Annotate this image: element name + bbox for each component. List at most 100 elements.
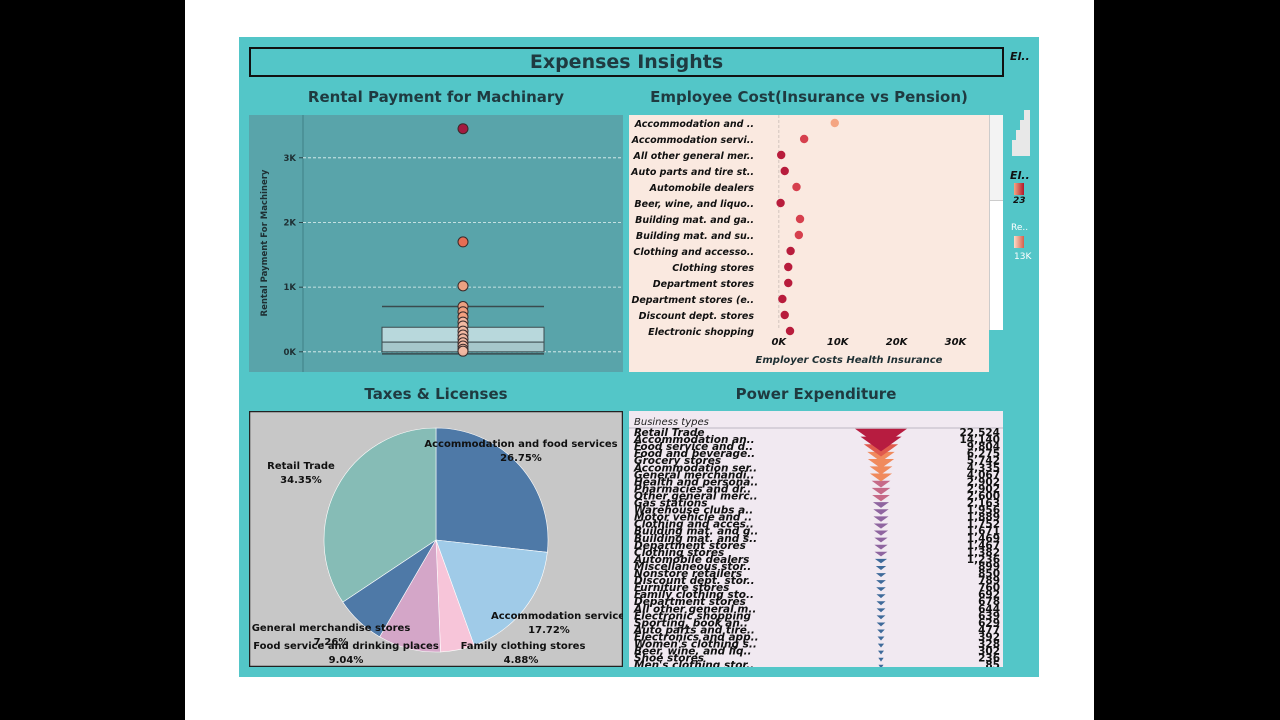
pie-value-label: 17.72%	[528, 625, 570, 636]
rental-point[interactable]	[457, 123, 469, 135]
pie-value-label: 26.75%	[500, 453, 542, 464]
power-mark[interactable]	[874, 544, 888, 550]
power-category-label: Nonstore retailers	[634, 568, 742, 580]
power-mark[interactable]	[878, 664, 884, 667]
employee-x-axis-label: Employer Costs Health Insurance	[756, 355, 943, 366]
pie-slice[interactable]	[323, 427, 437, 603]
power-category-label: Department stores	[634, 540, 746, 552]
power-mark[interactable]	[855, 428, 907, 448]
power-value-label: 692	[978, 589, 1000, 601]
power-mark[interactable]	[876, 594, 886, 599]
power-category-label: Men's clothing stor..	[634, 660, 754, 667]
power-mark[interactable]	[873, 509, 889, 515]
power-mark[interactable]	[876, 587, 886, 592]
power-category-label: Food and beverage..	[634, 448, 755, 460]
power-mark[interactable]	[874, 537, 888, 543]
power-category-label: Clothing stores	[634, 547, 724, 559]
pie-slice[interactable]	[435, 539, 548, 646]
power-mark[interactable]	[872, 502, 890, 508]
power-mark[interactable]	[867, 459, 895, 469]
rental-point[interactable]	[457, 345, 469, 357]
power-mark[interactable]	[872, 494, 890, 502]
power-mark[interactable]	[869, 466, 893, 475]
employee-point[interactable]	[785, 326, 795, 336]
rental-panel-title: Rental Payment for Machinary	[307, 88, 565, 106]
employee-panel-title: Employee Cost(Insurance vs Pension)	[650, 88, 968, 106]
power-mark[interactable]	[874, 558, 888, 564]
pie-value-label: 4.88%	[504, 655, 539, 666]
employee-point[interactable]	[780, 310, 789, 320]
power-category-label: Auto parts and tire..	[633, 624, 755, 636]
power-mark[interactable]	[873, 523, 889, 529]
rental-point[interactable]	[457, 236, 469, 248]
employee-point[interactable]	[795, 214, 805, 224]
employee-point[interactable]	[780, 166, 789, 176]
power-mark[interactable]	[878, 657, 884, 662]
power-mark[interactable]	[876, 608, 886, 613]
employee-point[interactable]	[792, 182, 801, 192]
power-mark[interactable]	[873, 516, 889, 522]
power-value-label: 639	[978, 610, 1000, 622]
power-value-label: 1,752	[967, 519, 1000, 531]
employee-category-label: Automobile dealers	[649, 183, 755, 194]
power-category-label: Automobile dealers	[633, 554, 749, 566]
power-mark[interactable]	[876, 601, 886, 606]
rental-point[interactable]	[457, 280, 469, 292]
power-value-label: 1,467	[967, 540, 1000, 552]
employee-point[interactable]	[784, 278, 793, 288]
power-value-label: 14,140	[959, 434, 1000, 446]
employee-point[interactable]	[776, 150, 786, 160]
pie-category-label: Accommodation and food services	[424, 439, 617, 450]
power-panel-title: Power Expenditure	[735, 385, 897, 403]
power-category-label: Sporting, book an..	[634, 617, 748, 629]
power-mark[interactable]	[871, 487, 891, 495]
employee-point[interactable]	[786, 246, 795, 256]
employee-scrollbar-thumb[interactable]	[990, 115, 1003, 201]
power-category-label: Accommodation an..	[633, 434, 755, 446]
pie-category-label: Retail Trade	[267, 461, 335, 472]
power-category-label: Department stores	[634, 596, 746, 608]
power-mark[interactable]	[877, 629, 885, 634]
power-mark[interactable]	[876, 615, 886, 620]
power-mark[interactable]	[876, 622, 886, 627]
employee-tick-label: 20K	[886, 337, 909, 348]
employee-category-label: Discount dept. stores	[639, 311, 755, 322]
power-category-label: Warehouse clubs a..	[634, 505, 753, 517]
employee-point[interactable]	[830, 118, 839, 128]
employee-scrollbar[interactable]	[989, 115, 1003, 330]
employee-category-label: Clothing and accesso..	[633, 247, 754, 258]
employee-point[interactable]	[784, 262, 793, 272]
employee-chart: Accommodation and .. Accommodation servi.…	[629, 115, 989, 372]
employee-category-label: All other general mer..	[633, 151, 754, 162]
power-header: Business types	[634, 417, 709, 428]
employee-point[interactable]	[799, 134, 809, 144]
employee-point[interactable]	[778, 294, 787, 304]
power-category-label: Clothing and acces..	[634, 519, 754, 531]
pie-slice[interactable]	[435, 427, 549, 553]
power-category-label: Building mat. and s..	[634, 533, 757, 545]
employee-category-label: Building mat. and su..	[636, 231, 754, 242]
power-category-label: Miscellaneous stor..	[634, 561, 751, 573]
power-category-label: Electronics and app..	[634, 631, 759, 643]
power-mark[interactable]	[875, 566, 887, 570]
power-category-label: Shoe stores	[634, 653, 704, 665]
power-mark[interactable]	[867, 451, 895, 462]
side-value-label-2: 13K	[1014, 252, 1032, 262]
power-mark[interactable]	[873, 530, 889, 536]
power-mark[interactable]	[877, 643, 885, 648]
power-mark[interactable]	[877, 650, 885, 655]
power-value-label: 4,067	[967, 469, 1000, 481]
power-value-label: 644	[978, 603, 1000, 615]
employee-point[interactable]	[794, 230, 804, 240]
power-mark[interactable]	[869, 473, 893, 482]
power-mark[interactable]	[876, 580, 886, 585]
mini-histogram	[1012, 110, 1030, 156]
power-mark[interactable]	[871, 480, 891, 488]
power-mark[interactable]	[877, 636, 885, 641]
power-mark[interactable]	[875, 573, 887, 577]
power-value-label: 2,902	[967, 483, 1000, 495]
power-mark[interactable]	[874, 551, 888, 557]
employee-point[interactable]	[776, 198, 785, 208]
taxes-panel-title: Taxes & Licenses	[364, 385, 508, 403]
power-chart: Business types Retail Trade 22,524 Accommo…	[629, 411, 1003, 667]
